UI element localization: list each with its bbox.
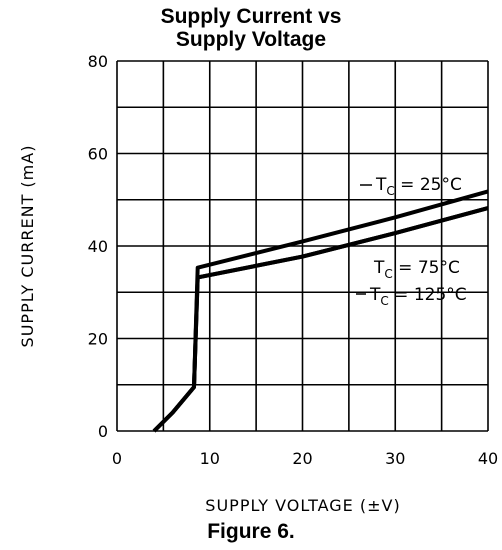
x-tick-label-40: 40 <box>478 449 498 468</box>
y-tick-label-0: 0 <box>98 422 108 441</box>
y-axis-label: SUPPLY CURRENT (mA) <box>18 145 37 348</box>
figure-caption: Figure 6. <box>207 520 295 543</box>
y-tick-label-40: 40 <box>88 237 108 256</box>
y-tick-label-80: 80 <box>88 52 108 71</box>
tick-labels: 0 10 20 30 40 0 20 40 60 80 <box>88 52 499 468</box>
series-lines <box>152 189 489 433</box>
series-line-1 <box>152 206 489 433</box>
x-axis-label: SUPPLY VOLTAGE (±V) <box>205 496 400 515</box>
chart-title-line1: Supply Current vs <box>160 5 342 28</box>
series-label-1: TC = 75°C <box>373 258 460 281</box>
x-tick-label-30: 30 <box>385 449 405 468</box>
grid <box>116 60 489 432</box>
series-label-0: TC = 25°C <box>375 175 462 198</box>
series-line-0 <box>152 189 489 433</box>
x-tick-label-0: 0 <box>112 449 122 468</box>
series-label-2: TC = 125°C <box>369 285 467 308</box>
series-line-2 <box>152 206 489 433</box>
chart-title-line2: Supply Voltage <box>175 28 327 51</box>
y-tick-label-20: 20 <box>88 330 108 349</box>
series-annotations: TC = 25°C TC = 75°C TC = 125°C <box>356 175 467 308</box>
y-tick-label-60: 60 <box>88 145 108 164</box>
x-tick-label-10: 10 <box>200 449 220 468</box>
x-tick-label-20: 20 <box>292 449 312 468</box>
